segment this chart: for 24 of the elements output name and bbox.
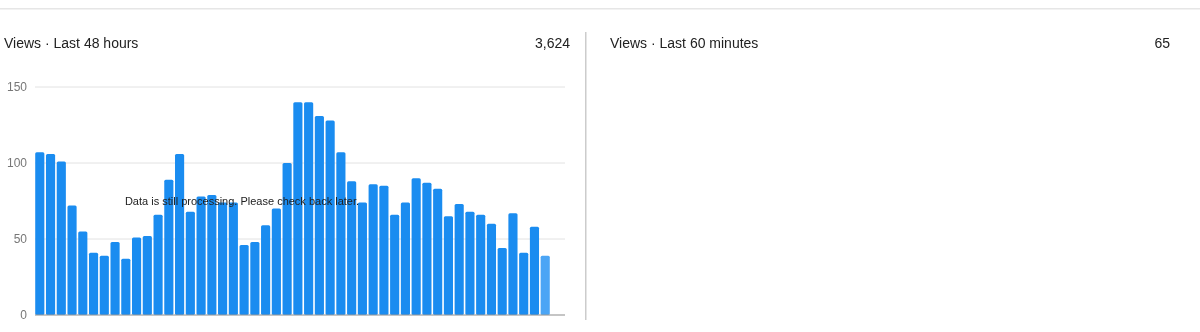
bar [142, 235, 152, 315]
text: Views · Last 60 minutes [610, 35, 759, 51]
y-tick-label: 0 [20, 308, 28, 323]
bar [88, 252, 99, 315]
bar [529, 226, 540, 315]
text: 3,624 [534, 35, 571, 51]
bar [271, 208, 281, 315]
bar [443, 216, 453, 315]
bar [390, 214, 400, 315]
bar [540, 255, 550, 315]
bar [357, 202, 367, 315]
bar [132, 237, 142, 315]
bar [433, 188, 443, 315]
bar [35, 152, 45, 315]
bar [185, 211, 195, 315]
text: 65 [1154, 35, 1171, 51]
bar [261, 225, 271, 315]
chart-title: Views · Last 48 hours [4, 35, 139, 51]
bar [486, 223, 497, 315]
bar [400, 202, 410, 315]
y-tick-label: 50 [13, 232, 28, 247]
bar [45, 153, 56, 315]
y-tick-label: 100 [6, 156, 28, 171]
y-tick-label: 150 [6, 80, 28, 95]
